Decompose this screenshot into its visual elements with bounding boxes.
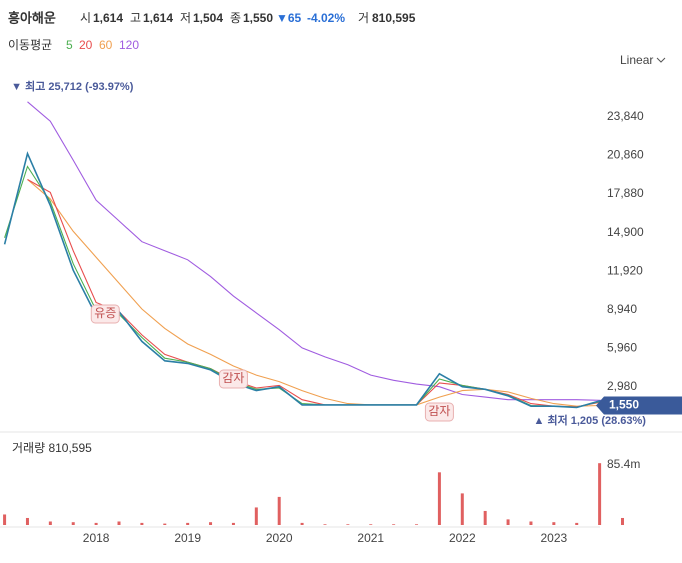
volume-bar [231, 522, 235, 525]
volume-bar [483, 510, 487, 525]
event-marker [90, 304, 120, 324]
volume-bar [277, 496, 281, 525]
y-tick-label: 20,860 [607, 148, 644, 162]
header-value: 810,595 [372, 11, 416, 25]
current-price-tag [596, 396, 682, 415]
header-change-pct: -4.02% [307, 11, 345, 25]
y-tick-label: 8,940 [607, 302, 637, 316]
volume-bar [140, 522, 144, 525]
header-value: 1,614 [143, 11, 173, 25]
volume-bar [346, 524, 350, 525]
x-tick-label: 2020 [266, 531, 293, 545]
header-key: 시 [80, 11, 91, 25]
y-tick-label: 2,980 [607, 379, 637, 393]
volume-bar [254, 507, 258, 525]
scale-button[interactable]: Linear [620, 53, 653, 67]
volume-bar [323, 524, 327, 525]
volume-bar [163, 523, 167, 525]
event-marker [218, 369, 248, 389]
volume-bar [598, 463, 602, 525]
event-marker [424, 402, 454, 422]
header-value: 1,550 [243, 11, 273, 25]
y-tick-label: 17,880 [607, 186, 644, 200]
volume-bar [392, 524, 396, 525]
x-tick-label: 2018 [83, 531, 110, 545]
volume-bar [186, 522, 190, 525]
x-tick-label: 2022 [449, 531, 476, 545]
y-tick-label: 5,960 [607, 341, 637, 355]
event-label: 유증 [94, 306, 116, 320]
y-tick-label: 23,840 [607, 109, 644, 123]
header-value: 1,614 [93, 11, 123, 25]
volume-bar [94, 522, 98, 525]
event-label: 감자 [222, 371, 244, 385]
legend-entry: 20 [79, 38, 93, 52]
x-tick-label: 2021 [357, 531, 384, 545]
dropdown-icon[interactable] [656, 57, 666, 63]
max-annotation: ▼ 최고 25,712 (-93.97%) [11, 79, 134, 93]
ma-legend: 5 20 60 120 [66, 38, 139, 52]
header-value: 1,504 [193, 11, 223, 25]
volume-bar [25, 517, 29, 525]
legend-entry: 5 [66, 38, 73, 52]
series-line [27, 179, 623, 407]
volume-bar [48, 521, 52, 525]
series-line [27, 101, 623, 402]
volume-bar [460, 493, 464, 525]
stock-name: 흥아해운 [8, 10, 56, 25]
header-change: ▼65 [276, 11, 302, 25]
volume-title: 거래량 810,595 [12, 441, 92, 455]
min-annotation: ▲ 최저 1,205 (28.63%) [534, 413, 647, 427]
y-tick-label: 14,900 [607, 225, 644, 239]
legend-entry: 120 [119, 38, 139, 52]
y-tick-label: 85.4m [607, 457, 640, 471]
volume-bar [3, 514, 7, 525]
volume-bar [620, 517, 624, 525]
volume-bar [529, 521, 533, 525]
volume-bar [575, 522, 579, 525]
x-tick-label: 2023 [540, 531, 567, 545]
current-price: 1,550 [609, 398, 639, 412]
header-key: 종 [230, 11, 241, 25]
event-label: 감자 [428, 404, 450, 418]
y-tick-label: 11,920 [607, 263, 643, 277]
header-items: 시 1,614 고 1,614 저 1,504 종 1,550 ▼65 -4.02% 거 810,59… [80, 11, 416, 25]
volume-bar [552, 522, 556, 525]
volume-bar [369, 524, 373, 525]
volume-bar [506, 519, 510, 525]
volume-bar [71, 522, 75, 525]
x-tick-label: 2019 [174, 531, 201, 545]
volume-bar [117, 521, 121, 525]
header-key: 저 [180, 11, 191, 25]
legend-entry: 60 [99, 38, 113, 52]
header-key: 고 [130, 11, 141, 25]
ma-label: 이동평균 [8, 38, 52, 52]
volume-bar [437, 472, 441, 525]
volume-bar [300, 522, 304, 525]
header-key: 거 [358, 11, 369, 25]
volume-bar [209, 522, 213, 525]
volume-bar [415, 524, 419, 525]
